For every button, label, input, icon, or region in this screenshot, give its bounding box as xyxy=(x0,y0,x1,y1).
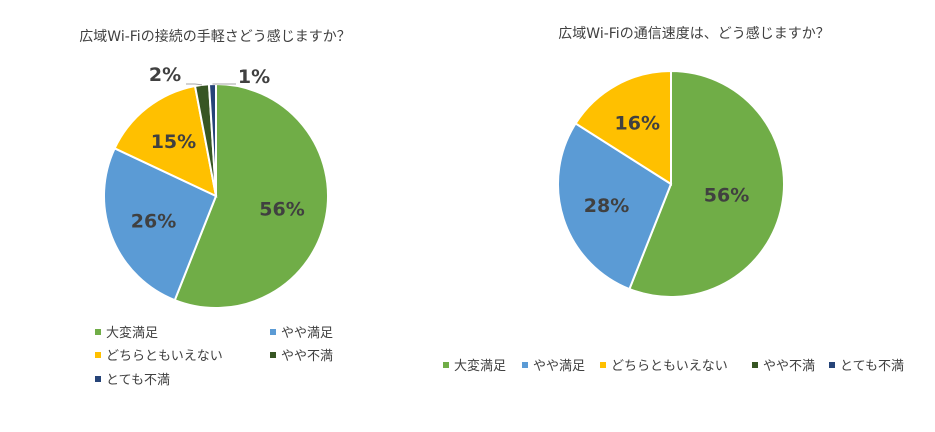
chart2-legend-label-4: とても不満 xyxy=(840,359,904,374)
chart1-legend-label-2: どちらともいえない xyxy=(106,349,223,364)
chart2-legend-swatch-1 xyxy=(522,362,528,368)
chart1-label-2: 15% xyxy=(151,131,196,153)
chart2-legend-swatch-2 xyxy=(600,362,606,368)
chart1-legend-label-3: やや不満 xyxy=(281,349,333,364)
chart2-legend-label-3: やや不満 xyxy=(763,359,815,374)
chart1-legend-swatch-2 xyxy=(95,352,101,358)
chart2-label-0: 56% xyxy=(704,185,749,207)
chart1-slice-2 xyxy=(113,84,218,198)
chart1-legend-swatch-3 xyxy=(270,352,276,358)
chart2-slice-2 xyxy=(574,69,672,186)
chart1-legend-label-4: とても不満 xyxy=(106,373,170,388)
chart1-legend-swatch-0 xyxy=(95,329,101,335)
chart1-label-4: 1% xyxy=(238,66,270,88)
chart2-legend-label-2: どちらともいえない xyxy=(611,359,728,374)
chart1-legend-swatch-1 xyxy=(270,329,276,335)
chart1-label-1: 26% xyxy=(131,211,176,233)
chart1-legend-swatch-4 xyxy=(95,376,101,382)
chart2-legend-swatch-3 xyxy=(752,362,758,368)
chart1-leader-3 xyxy=(186,83,203,86)
chart2-legend-swatch-0 xyxy=(443,362,449,368)
chart1-title: 広域Wi-Fiの接続の手軽さどう感じますか？ xyxy=(79,28,350,45)
chart1-label-3: 2% xyxy=(149,64,181,86)
chart2-legend-swatch-4 xyxy=(829,362,835,368)
chart2-legend-label-1: やや満足 xyxy=(533,359,585,374)
chart1-legend-label-0: 大変満足 xyxy=(106,325,158,341)
chart2-label-1: 28% xyxy=(584,195,629,217)
chart1-label-0: 56% xyxy=(259,199,304,221)
chart1-slice-1 xyxy=(103,146,218,302)
chart2-title: 広域Wi-Fiの通信速度は、どう感じますか？ xyxy=(558,25,829,42)
chart2-label-2: 16% xyxy=(615,113,660,135)
chart1-slice-0 xyxy=(173,82,329,309)
chart-connection-ease: 広域Wi-Fiの接続の手軽さどう感じますか？ 56% 26% 15% 2% 1% 大変満… xyxy=(79,28,350,388)
chart-speed: 広域Wi-Fiの通信速度は、どう感じますか？ 56% 28% 16% 大変満足 やや満… xyxy=(443,25,904,374)
chart2-legend-label-0: 大変満足 xyxy=(454,358,506,374)
chart2-slice-0 xyxy=(628,69,785,298)
chart1-legend-label-1: やや満足 xyxy=(281,326,333,341)
chart2-slice-1 xyxy=(557,122,673,291)
